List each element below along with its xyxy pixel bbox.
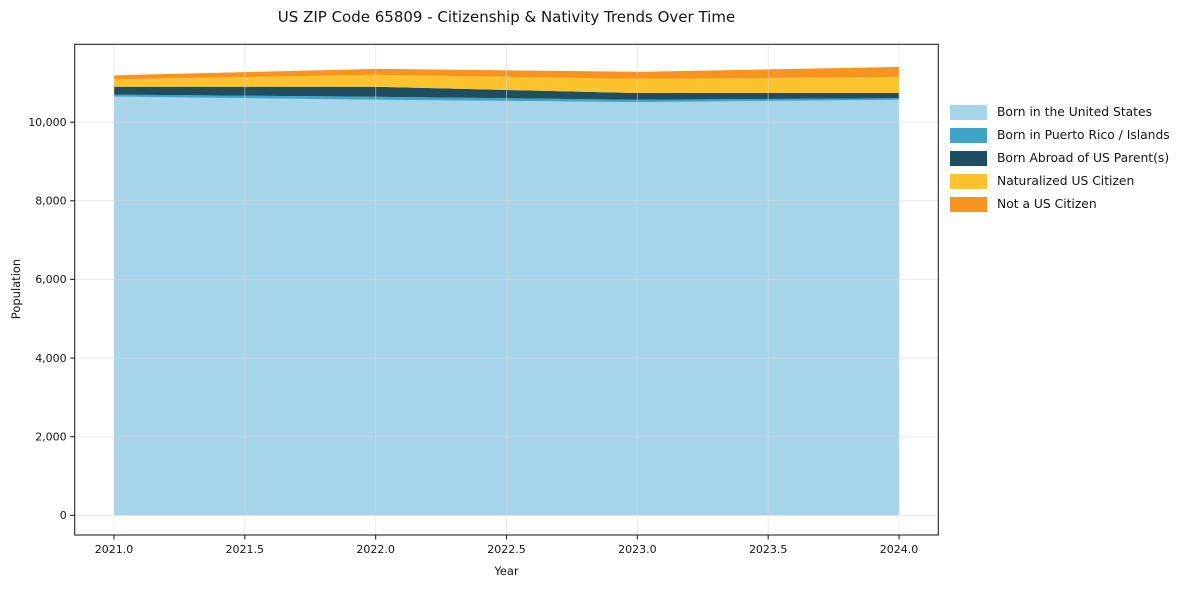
x-tick-label: 2024.0 [880,543,919,556]
x-tick-label: 2021.0 [95,543,134,556]
legend-item-not-a-us-citizen: Not a US Citizen [950,196,1170,212]
chart-title: US ZIP Code 65809 - Citizenship & Nativi… [277,8,736,26]
x-tick-label: 2023.0 [618,543,657,556]
legend-label: Born in Puerto Rico / Islands [997,128,1170,142]
legend-swatch-icon [950,173,987,189]
legend-swatch-icon [950,127,987,143]
y-tick-label: 6,000 [35,273,67,286]
y-tick-label: 0 [60,509,67,522]
legend-label: Not a US Citizen [997,197,1097,211]
legend-label: Naturalized US Citizen [997,174,1135,188]
legend-item-naturalized-us-citizen: Naturalized US Citizen [950,173,1170,189]
legend-label: Born Abroad of US Parent(s) [997,151,1170,165]
legend-swatch-icon [950,150,987,166]
x-axis-label: Year [494,564,519,578]
x-tick-label: 2022.0 [356,543,395,556]
legend-label: Born in the United States [997,105,1152,119]
x-tick-label: 2022.5 [487,543,526,556]
legend: Born in the United States Born in Puerto … [950,104,1170,212]
y-axis-label: Population [9,258,23,320]
legend-item-born-in-puerto-rico-islands: Born in Puerto Rico / Islands [950,127,1170,143]
x-tick-label: 2023.5 [749,543,788,556]
y-tick-label: 4,000 [35,352,67,365]
legend-item-born-in-the-united-states: Born in the United States [950,104,1170,120]
legend-swatch-icon [950,196,987,212]
legend-item-born-abroad-of-us-parent-s: Born Abroad of US Parent(s) [950,150,1170,166]
y-tick-label: 2,000 [35,431,67,444]
y-tick-label: 8,000 [35,195,67,208]
x-tick-label: 2021.5 [226,543,265,556]
legend-swatch-icon [950,104,987,120]
y-tick-label: 10,000 [28,116,67,129]
